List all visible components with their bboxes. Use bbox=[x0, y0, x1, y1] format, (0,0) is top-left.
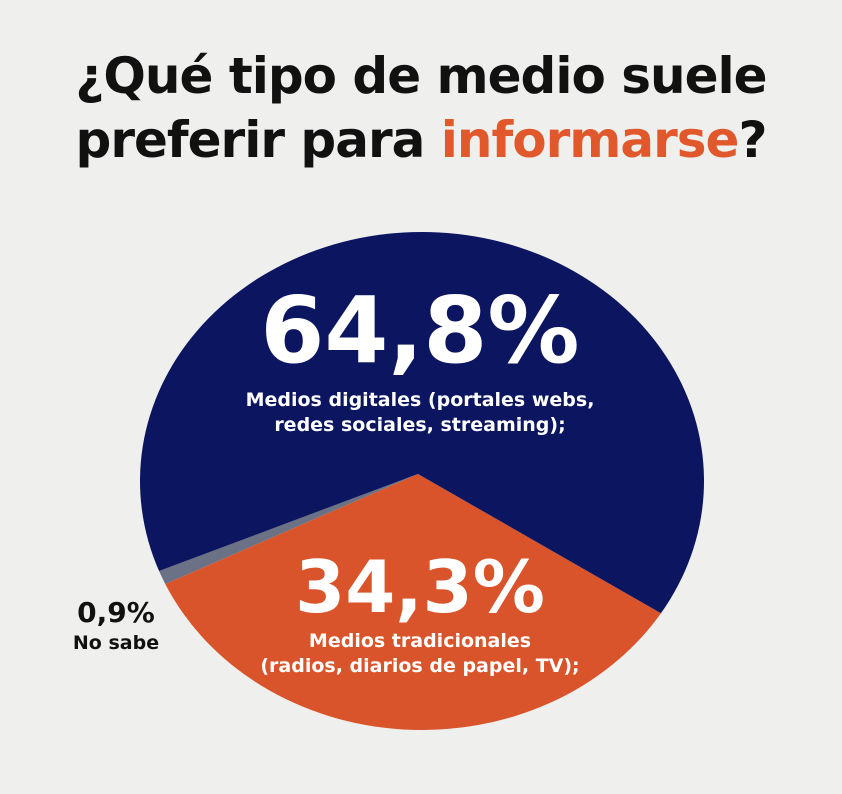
slice-label-tradicionales-line-2: (radios, diarios de papel, TV); bbox=[260, 655, 579, 677]
pct-label-digitales: 64,8% bbox=[260, 277, 579, 384]
slice-label-digitales-line-2: redes sociales, streaming); bbox=[274, 414, 565, 436]
slice-label-tradicionales-line-1: Medios tradicionales bbox=[309, 630, 531, 652]
pct-label-nosabe: 0,9% bbox=[77, 596, 155, 629]
pie-slice-tradicionales bbox=[165, 474, 661, 731]
pct-label-tradicionales: 34,3% bbox=[295, 545, 545, 629]
title-line-2-suffix: ? bbox=[738, 111, 767, 169]
pie-slices bbox=[140, 232, 705, 731]
slice-label-digitales-line-1: Medios digitales (portales webs, bbox=[246, 389, 595, 411]
title-accent-word: informarse bbox=[440, 111, 740, 169]
title-line-1: ¿Qué tipo de medio suele bbox=[75, 47, 767, 105]
pie-slice-digitales bbox=[140, 232, 705, 614]
pie-slice-nosabe bbox=[159, 474, 418, 584]
slice-label-nosabe: No sabe bbox=[73, 632, 159, 654]
title-line-2-prefix: preferir para bbox=[75, 111, 441, 169]
chart-title: ¿Qué tipo de medio suele preferir para i… bbox=[0, 44, 842, 172]
